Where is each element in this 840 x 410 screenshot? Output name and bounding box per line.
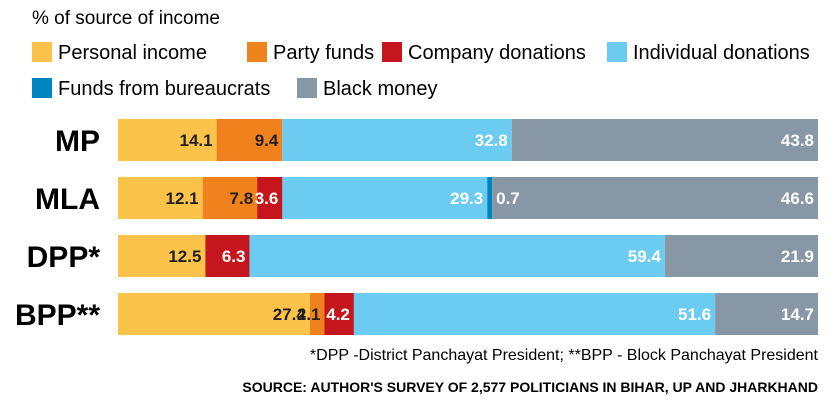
value-label-mla-black-money: 46.6 — [781, 189, 814, 208]
bar-dpp-personal-income — [118, 235, 206, 277]
legend-swatch-personal-income — [32, 42, 52, 62]
value-label-mp-personal-income: 14.1 — [180, 131, 213, 150]
value-label-mp-individual-donations: 32.8 — [475, 131, 508, 150]
legend-swatch-party-funds — [247, 42, 267, 62]
bar-dpp-individual-donations — [249, 235, 665, 277]
category-label-mp: MP — [55, 125, 100, 158]
value-label-mla-party-funds: 7.8 — [230, 189, 254, 208]
legend: Personal income Party funds Company donati… — [32, 42, 810, 100]
legend-label-company-donations: Company donations — [408, 42, 586, 64]
category-label-bpp: BPP** — [15, 299, 100, 332]
bar-bpp-individual-donations — [353, 293, 716, 335]
bar-bpp-black-money — [715, 293, 818, 335]
bar-mla-funds-from-bureaucrats — [487, 177, 493, 219]
value-label-bpp-individual-donations: 51.6 — [678, 305, 711, 324]
bar-mla-company-donations — [257, 177, 283, 219]
legend-swatch-funds-from-bureaucrats — [32, 78, 52, 98]
bar-bpp-party-funds — [309, 293, 325, 335]
bars: 14.1 9.4 32.8 43.8 12.1 7.8 3.6 29.3 0.7 46.6 12.5… — [118, 119, 818, 335]
legend-label-individual-donations: Individual donations — [633, 42, 810, 64]
value-label-dpp-company-donations: 6.3 — [222, 247, 246, 266]
bar-mla-personal-income — [118, 177, 203, 219]
legend-label-black-money: Black money — [323, 78, 438, 100]
bar-mp-personal-income — [118, 119, 217, 161]
chart-subtitle: % of source of income — [32, 8, 220, 29]
footnote: *DPP -District Panchayat President; **BP… — [310, 347, 819, 364]
bar-dpp-black-money — [664, 235, 818, 277]
category-label-mla: MLA — [35, 183, 100, 216]
legend-label-personal-income: Personal income — [58, 42, 207, 64]
legend-swatch-company-donations — [382, 42, 402, 62]
bar-bpp-personal-income — [118, 293, 310, 335]
value-label-bpp-company-donations: 4.2 — [326, 305, 350, 324]
value-label-mp-black-money: 43.8 — [781, 131, 814, 150]
bar-mp-party-funds — [216, 119, 283, 161]
legend-swatch-individual-donations — [607, 42, 627, 62]
value-label-mla-company-donations: 3.6 — [255, 189, 279, 208]
value-label-mla-individual-donations: 29.3 — [450, 189, 483, 208]
bar-mla-individual-donations — [282, 177, 488, 219]
value-label-mla-funds-from-bureaucrats: 0.7 — [496, 189, 520, 208]
value-label-dpp-personal-income: 12.5 — [168, 247, 201, 266]
bar-mla-black-money — [492, 177, 818, 219]
value-label-bpp-black-money: 14.7 — [781, 305, 814, 324]
value-label-mp-party-funds: 9.4 — [255, 131, 279, 150]
value-label-dpp-individual-donations: 59.4 — [628, 247, 662, 266]
bar-bpp-company-donations — [324, 293, 354, 335]
source-note: SOURCE: AUTHOR'S SURVEY OF 2,577 POLITIC… — [242, 379, 818, 395]
value-label-mla-personal-income: 12.1 — [166, 189, 199, 208]
bar-mp-black-money — [511, 119, 818, 161]
bar-mp-individual-donations — [282, 119, 512, 161]
bar-mla-party-funds — [202, 177, 258, 219]
legend-swatch-black-money — [297, 78, 317, 98]
value-label-bpp-party-funds: 2.1 — [297, 305, 321, 324]
bar-dpp-company-donations — [205, 235, 250, 277]
value-label-bpp-personal-income: 27.4 — [273, 305, 307, 324]
legend-label-party-funds: Party funds — [273, 42, 374, 64]
legend-label-funds-from-bureaucrats: Funds from bureaucrats — [58, 78, 270, 100]
category-label-dpp: DPP* — [27, 241, 101, 274]
category-labels: MP MLA DPP* BPP** — [15, 125, 100, 332]
value-label-dpp-black-money: 21.9 — [781, 247, 814, 266]
